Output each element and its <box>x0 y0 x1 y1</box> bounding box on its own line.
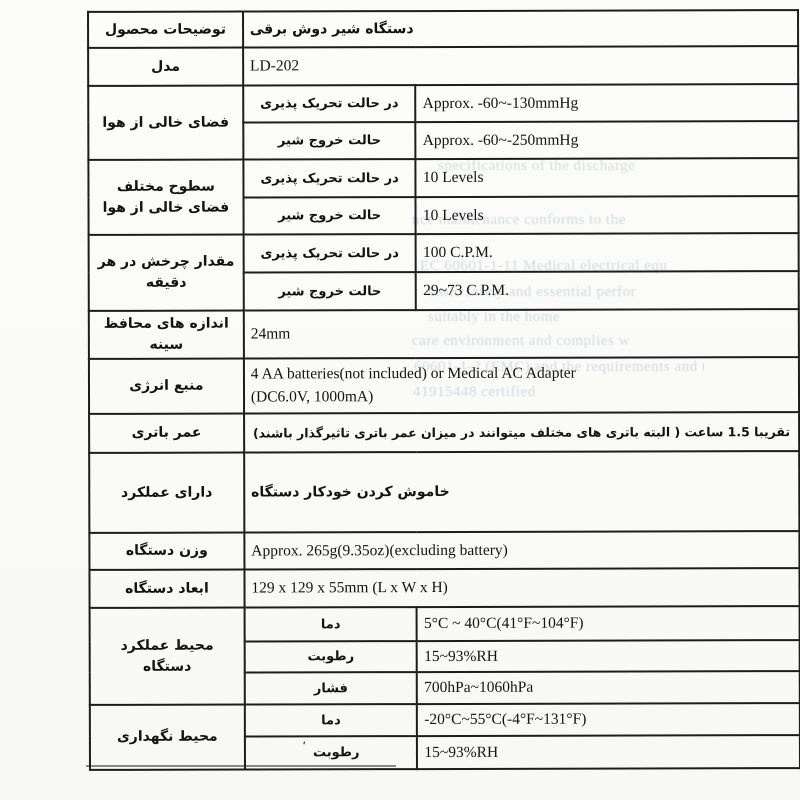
row-operating-env-label: محیط عملکرد دستگاه <box>89 607 245 705</box>
row-function-value: خاموش کردن خودکار دستگاه <box>243 451 800 533</box>
row-weight-value: Approx. 265g(9.35oz)(excluding battery) <box>244 531 800 570</box>
row-power-value: 4 AA batteries(not included) or Medical … <box>243 357 800 414</box>
row-cpm-sub0-mode: در حالت تحریک پذیری <box>243 234 417 273</box>
scan-artifact-line <box>86 765 396 767</box>
row-levels-label: سطوح مختلف فضای خالی از هوا <box>88 159 244 235</box>
row-vacuum-sub1-mode: حالت خروج شیر <box>243 122 416 160</box>
row-description-label: توضیحات محصول <box>88 11 243 48</box>
row-power-value-line2: (DC6.0V, 1000mA) <box>250 387 374 406</box>
row-battery-life-label: عمر باتری <box>89 413 244 453</box>
row-function-label: دارای عملکرد <box>89 452 245 533</box>
product-spec-table: توضیحات محصول دستگاه شیر دوش برقی مدل LD… <box>87 9 800 771</box>
row-shield-label: اندازه های محافظ سینه <box>88 310 244 359</box>
row-operating-env-sub0-value: 5°C ~ 40°C(41°F~104°F) <box>416 606 800 642</box>
row-levels-sub1-value: 10 Levels <box>415 196 799 235</box>
row-dimensions-label: ابعاد دستگاه <box>89 569 245 608</box>
row-power-value-line1: 4 AA batteries(not included) or Medical … <box>250 364 576 383</box>
row-levels-sub0-mode: در حالت تحریک پذیری <box>243 159 416 198</box>
row-levels-sub1-mode: حالت خروج شیر <box>243 197 416 235</box>
row-storage-env-sub1-mode-text: رطوبت <box>312 745 360 761</box>
row-vacuum-label: فضای خالی از هوا <box>88 85 244 160</box>
row-cpm-sub1-value: 29~73 C.P.M. <box>416 271 799 311</box>
row-storage-env-sub0-value: -20°C~55°C(-4°F~131°F) <box>417 703 800 737</box>
row-vacuum-sub1-value: Approx. -60~-250mmHg <box>415 121 799 160</box>
row-description-value: دستگاه شیر دوش برقی <box>242 10 799 48</box>
row-operating-env-sub2-value: 700hPa~1060hPa <box>417 671 800 705</box>
row-storage-env-sub1-value: 15~93%RH <box>417 735 800 770</box>
row-storage-env-label: محیط نگهداری <box>89 704 245 770</box>
row-battery-life-value: تقریبا 1.5 ساعت ( البته باتری های مختلف … <box>243 412 800 453</box>
row-cpm-sub0-value: 100 C.P.M. <box>415 233 799 273</box>
row-vacuum-sub0-value: Approx. -60~-130mmHg <box>415 84 799 123</box>
row-dimensions-value: 129 x 129 x 55mm (L x W x H) <box>244 568 800 608</box>
stray-scan-mark: ʹ <box>302 740 306 754</box>
row-operating-env-sub2-mode: فشار <box>244 672 418 705</box>
row-power-label: منبع انرژی <box>88 358 244 414</box>
row-storage-env-sub0-mode: دما <box>244 704 418 737</box>
row-levels-sub0-value: 10 Levels <box>415 158 799 198</box>
row-model-value: LD-202 <box>242 46 799 86</box>
row-model-label: مدل <box>88 47 244 86</box>
row-shield-value: 24mm <box>243 309 799 359</box>
row-cpm-label: مقدار چرخش در هر دقیقه <box>88 234 244 311</box>
row-vacuum-sub0-mode: در حالت تحریک پذیری <box>243 85 416 123</box>
row-weight-label: وزن دستگاه <box>89 532 245 570</box>
row-operating-env-sub1-value: 15~93%RH <box>417 640 800 673</box>
row-operating-env-sub1-mode: رطوبت <box>244 641 418 673</box>
row-operating-env-sub0-mode: دما <box>244 607 418 642</box>
row-cpm-sub1-mode: حالت خروج شیر <box>243 272 417 311</box>
